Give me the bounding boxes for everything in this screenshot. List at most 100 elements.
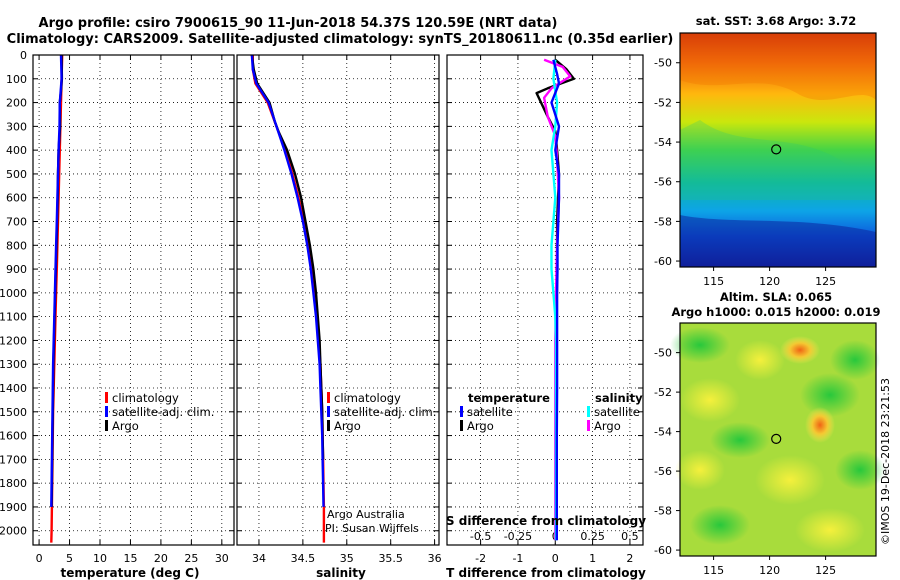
- map-ytick-label: -58: [654, 505, 672, 518]
- map-frame: [679, 32, 877, 268]
- argo-australia-note: Argo Australia: [327, 508, 405, 521]
- map-ytick-label: -56: [654, 176, 672, 189]
- depth-tick-label: 900: [6, 263, 27, 276]
- xtick-label: 5: [66, 552, 73, 565]
- difference-legend-salinity: salinity satellite Argo: [587, 391, 643, 433]
- xtick-label: 0: [36, 552, 43, 565]
- legend-label-satellite-adj: satellite-adj. clim.: [334, 405, 436, 419]
- map-ytick-label: -54: [654, 136, 672, 149]
- salinity-legend: climatology satellite-adj. clim. Argo: [327, 391, 436, 433]
- depth-tick-label: 1100: [0, 311, 27, 324]
- xtick-top-label: 0.25: [580, 530, 605, 543]
- t-difference-xlabel: T difference from climatology: [446, 566, 646, 580]
- depth-tick-label: 500: [6, 168, 27, 181]
- xtick-top-label: -0.25: [504, 530, 532, 543]
- depth-tick-label: 300: [6, 120, 27, 133]
- map-ytick-label: -50: [654, 347, 672, 360]
- legend-title-temperature: temperature: [468, 391, 550, 405]
- figure-title-line1: Argo profile: csiro 7900615_90 11-Jun-20…: [39, 16, 558, 31]
- plot-frame: [32, 54, 235, 546]
- xtick-label: 2: [626, 552, 633, 565]
- legend-label-climatology: climatology: [334, 391, 401, 405]
- depth-tick-label: 2000: [0, 525, 27, 538]
- sst-map: [680, 33, 876, 267]
- depth-tick-label: 200: [6, 97, 27, 110]
- pi-note: PI: Susan Wijffels: [325, 522, 419, 535]
- map-xtick-label: 120: [759, 564, 780, 577]
- map-xtick-label: 115: [703, 275, 724, 288]
- depth-tick-label: 1300: [0, 358, 27, 371]
- legend-swatch-argo: [105, 420, 108, 431]
- xtick-label: 25: [184, 552, 198, 565]
- s-difference-xlabel: S difference from climatology: [446, 514, 646, 528]
- map-xtick-label: 115: [703, 564, 724, 577]
- map-ytick-label: -54: [654, 426, 672, 439]
- legend-label-s-argo: Argo: [594, 419, 621, 433]
- map-frame: [679, 322, 877, 557]
- temperature-xlabel: temperature (deg C): [61, 566, 200, 580]
- legend-swatch-satellite-adj: [105, 406, 108, 417]
- xtick-label: 35.5: [378, 552, 403, 565]
- map-ytick-label: -58: [654, 215, 672, 228]
- depth-tick-label: 1400: [0, 382, 27, 395]
- legend-swatch-s-argo: [587, 420, 590, 431]
- depth-axis-labels: 0 100 200 300 400 500 600 700 800 900 1000 1100 1200…: [0, 49, 27, 538]
- xtick-label: 34: [252, 552, 266, 565]
- map-ytick-label: -52: [654, 96, 672, 109]
- sla-map-title-line1: Altim. SLA: 0.065: [720, 290, 832, 304]
- legend-swatch-climatology: [105, 392, 108, 403]
- legend-label-climatology: climatology: [112, 391, 179, 405]
- legend-title-salinity: salinity: [595, 391, 643, 405]
- series-line-satellite-adj-clim-: [250, 54, 325, 507]
- figure-title-line2: Climatology: CARS2009. Satellite-adjuste…: [7, 32, 674, 47]
- xtick-label: 36: [428, 552, 442, 565]
- sla-map-title-line2: Argo h1000: 0.015 h2000: 0.019: [671, 305, 880, 319]
- depth-tick-label: 0: [20, 49, 27, 62]
- sla-map-axes: 115 120 125 -50 -52 -54 -56 -58 -60: [654, 322, 877, 577]
- depth-tick-label: 1500: [0, 406, 27, 419]
- xtick-label: -1: [512, 552, 523, 565]
- xtick-label: 1: [589, 552, 596, 565]
- salinity-xlabel: salinity: [316, 566, 366, 580]
- legend-swatch-climatology: [327, 392, 330, 403]
- xtick-label: 0: [552, 552, 559, 565]
- legend-swatch-t-satellite: [460, 406, 463, 417]
- series-line-satellite-adj-clim-: [50, 54, 63, 507]
- xtick-label: 35: [340, 552, 354, 565]
- xtick-label: -2: [475, 552, 486, 565]
- map-xtick-label: 125: [815, 564, 836, 577]
- legend-label-satellite-adj: satellite-adj. clim.: [112, 405, 214, 419]
- sla-map: [670, 323, 885, 556]
- map-ytick-label: -60: [654, 544, 672, 557]
- legend-swatch-s-satellite: [587, 406, 590, 417]
- difference-panel: -2 -1 0 1 2-0.5 -0.25 0 0.25 0.5: [446, 54, 644, 565]
- sst-map-axes: 115 120 125 -50 -52 -54 -56 -58 -60: [654, 32, 877, 288]
- plot-frame: [236, 54, 440, 546]
- legend-swatch-satellite-adj: [327, 406, 330, 417]
- depth-tick-label: 400: [6, 144, 27, 157]
- depth-tick-label: 1900: [0, 501, 27, 514]
- xtick-label: 15: [123, 552, 137, 565]
- map-ytick-label: -56: [654, 465, 672, 478]
- xtick-label: 34.5: [291, 552, 316, 565]
- salinity-panel: 34 34.5 35 35.5 36: [236, 54, 442, 565]
- map-xtick-label: 120: [759, 275, 780, 288]
- xtick-top-label: 0.5: [621, 530, 639, 543]
- legend-label-t-argo: Argo: [467, 419, 494, 433]
- temperature-legend: climatology satellite-adj. clim. Argo: [105, 391, 214, 433]
- legend-label-argo: Argo: [112, 419, 139, 433]
- argo-location-marker: [771, 433, 782, 445]
- depth-tick-label: 100: [6, 73, 27, 86]
- depth-tick-label: 1200: [0, 334, 27, 347]
- legend-swatch-argo: [327, 420, 330, 431]
- map-ytick-label: -50: [654, 57, 672, 70]
- plot-frame: [446, 54, 644, 546]
- depth-tick-label: 1700: [0, 453, 27, 466]
- legend-label-argo: Argo: [334, 419, 361, 433]
- depth-tick-label: 1800: [0, 477, 27, 490]
- depth-tick-label: 1000: [0, 287, 27, 300]
- xtick-label: 30: [215, 552, 229, 565]
- temperature-panel: 0 5 10 15 20 25 30: [32, 54, 235, 565]
- xtick-label: 20: [154, 552, 168, 565]
